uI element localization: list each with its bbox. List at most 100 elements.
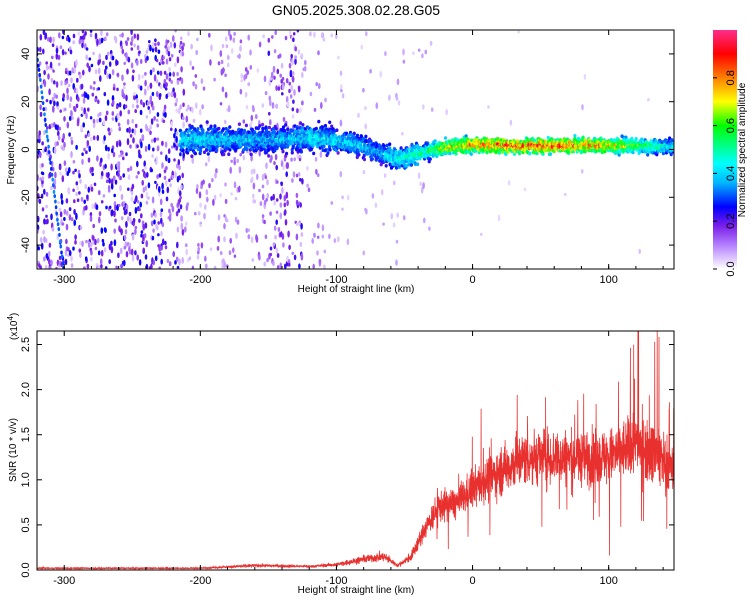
spectrogram-cell [168,77,172,82]
spectrogram-cell [56,101,59,107]
spectrogram-cell [102,120,106,126]
spectrogram-cell [535,151,539,156]
spectrogram-cell [146,55,149,61]
spectrogram-cell [180,184,183,190]
spectrogram-cell [87,186,91,193]
spectrogram-cell [298,154,302,159]
spectrogram-cell [114,204,117,211]
spectrogram-cell [55,94,58,99]
spectrogram-cell [64,258,68,266]
spectrogram-cell [285,171,289,178]
spectrogram-cell [55,81,59,88]
spectrogram-cell [370,157,374,161]
spectrogram-cell [340,88,343,93]
spectrogram-cell [234,216,238,223]
spectrogram-cell [146,85,150,91]
spectrogram-cell [102,241,105,247]
spectrogram-cell [182,102,185,108]
spectrogram-cell [275,198,279,202]
spectrogram-cell [100,200,104,204]
spectrogram-cell [104,36,107,41]
spectrogram-cell [191,66,195,70]
spectrogram-cell [136,33,140,41]
spectrogram-cell [328,148,332,152]
spectrogram-cell [96,155,99,162]
spectrogram-cell [183,130,187,135]
spectrogram-cell [96,38,99,46]
spectrogram-cell [153,116,156,121]
spectrogram-cell [298,222,301,226]
spectrogram-cell [252,107,255,113]
spectrogram-cell [200,185,203,190]
spectrogram-cell [174,30,177,33]
spectrogram-cell [239,132,243,136]
spectrogram-cell [37,246,40,251]
spectrogram-cell [227,30,231,37]
spectrogram-cell [96,118,99,124]
spectrogram-cell [161,238,165,246]
spectrogram-cell [61,222,65,226]
spectrogram-cell [94,246,98,251]
spectrogram-cell [315,82,319,87]
spectrogram-cell [64,107,67,112]
spectrogram-cell [371,193,375,199]
spectrogram-cell [151,235,155,241]
spectrogram-cell [247,34,250,41]
spectrogram-cell [402,215,406,221]
spectrogram-cell [42,147,45,154]
spectrogram-cell [291,251,295,256]
spectrogram-cell [202,86,206,91]
spectrogram-cell [48,171,52,178]
spectrogram-cell [85,112,88,120]
spectrogram-cell [149,44,152,52]
spectrogram-cell [89,241,93,248]
spectrogram-cell [380,188,384,196]
spectrogram-cell [50,213,53,221]
spectrogram-cell [105,179,109,184]
spectrogram-cell [273,75,276,80]
spectrogram-cell [304,143,309,148]
spectrogram-cell [81,158,84,165]
spectrogram-cell [132,137,135,144]
spectrogram-cell [274,234,277,240]
spectrogram-cell [223,148,227,153]
spectrogram-cell [103,227,107,232]
spectrogram-cell [56,141,59,146]
spectrogram-cell [97,250,101,256]
spectrogram-cell [108,259,111,264]
spectrogram-cell [97,87,101,91]
spectrogram-cell [192,81,195,87]
spectrogram-cell [50,185,53,191]
spectrogram-cell [300,222,303,230]
spectrogram-cell [158,251,162,256]
spectrogram-cell [164,240,167,246]
spectrogram-cell [337,55,340,60]
spectrogram-cell [68,116,72,121]
spectrogram-cell [223,214,226,218]
spectrogram-cell [196,254,200,260]
spectrogram-cell [291,71,295,76]
spectrogram-cell [68,207,72,212]
spectrogram-cell [309,31,312,37]
spectrogram-cell [113,210,116,218]
spectrogram-cell [164,245,168,250]
spectrogram-cell [103,91,107,97]
spectrogram-cell [313,31,316,38]
spectrogram-cell [84,256,88,262]
spectrogram-cell [339,170,343,178]
spectrogram-cell [170,80,173,84]
spectrogram-cell [252,193,255,199]
spectrogram-cell [240,73,243,79]
spectrogram-cell [49,36,52,43]
spectrogram-cell [151,91,155,97]
spectrogram-cell [144,185,148,191]
spectrogram-cell [222,152,226,157]
spectrogram-cell [289,73,293,78]
spectrogram-cell [92,235,95,242]
spectrogram-cell [75,59,78,67]
spectrogram-cell [346,194,350,201]
spectrogram-cell [91,92,95,97]
spectrogram-cell [176,265,180,269]
spectrogram-cell [292,37,295,43]
spectrogram-cell [281,125,286,129]
